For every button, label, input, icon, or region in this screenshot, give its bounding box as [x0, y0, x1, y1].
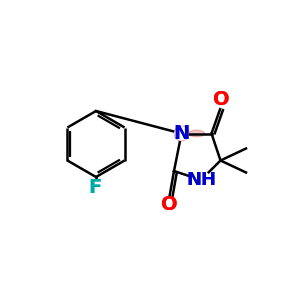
Circle shape [214, 93, 228, 106]
Text: N: N [173, 124, 190, 143]
Text: NH: NH [186, 171, 216, 189]
Circle shape [215, 94, 227, 106]
Text: O: O [160, 195, 177, 214]
Text: NH: NH [186, 171, 216, 189]
Text: O: O [213, 90, 230, 109]
Circle shape [163, 199, 175, 211]
Text: O: O [213, 90, 230, 109]
Circle shape [195, 174, 207, 186]
Circle shape [175, 127, 188, 140]
Text: N: N [173, 124, 190, 143]
Circle shape [175, 127, 188, 140]
Circle shape [162, 198, 176, 212]
Text: F: F [88, 178, 101, 197]
Ellipse shape [188, 130, 205, 137]
Circle shape [192, 171, 210, 189]
Text: F: F [88, 178, 101, 197]
Circle shape [90, 182, 102, 194]
Text: O: O [160, 195, 177, 214]
